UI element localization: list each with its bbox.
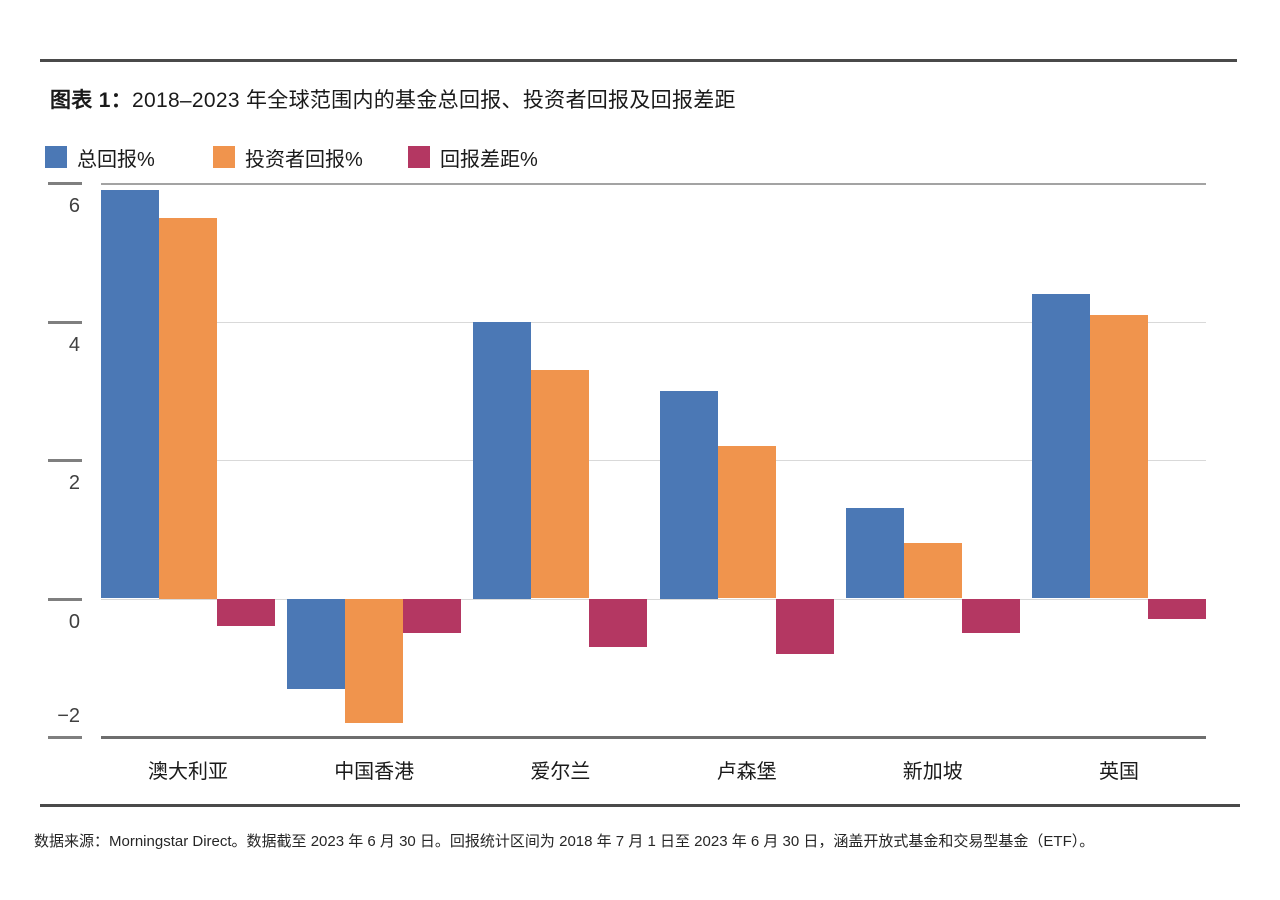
x-label-uk: 英国: [1099, 761, 1139, 783]
y-tick-label-0: 0: [68, 610, 80, 633]
bar-total-return-ireland: [473, 321, 532, 599]
bar-total-return-singapore: [845, 508, 904, 599]
bar-total-return-luxembourg: [659, 390, 718, 599]
x-label-luxembourg: 卢森堡: [716, 761, 777, 783]
y-tick-4: [48, 320, 82, 324]
bottom-rule: [40, 804, 1240, 807]
x-label-australia: 澳大利亚: [148, 761, 228, 783]
y-tick--2: [48, 736, 82, 739]
chart-title-text: 2018–2023 年全球范围内的基金总回报、投资者回报及回报差距: [132, 89, 736, 112]
gridline-y6: [101, 183, 1206, 185]
y-tick-label-2: 2: [68, 472, 80, 494]
gridline-y0: [101, 598, 1206, 600]
bar-total-return-uk: [1032, 293, 1090, 599]
bar-return-gap-luxembourg: [775, 598, 834, 654]
bar-investor-return-singapore: [903, 543, 962, 599]
bar-return-gap-uk: [1148, 598, 1206, 620]
x-label-hong-kong: 中国香港: [334, 761, 415, 783]
chart-title: 图表 1：2018–2023 年全球范围内的基金总回报、投资者回报及回报差距: [50, 84, 736, 114]
bar-total-return-australia: [101, 189, 159, 599]
chart-title-prefix: 图表 1：: [50, 89, 133, 112]
gridline-y4: [101, 321, 1206, 323]
bar-investor-return-luxembourg: [717, 446, 776, 599]
chart-legend: 总回报% 投资者回报% 回报差距%: [0, 145, 1280, 171]
bar-investor-return-australia: [159, 217, 217, 599]
legend-label-investor-return: 投资者回报%: [245, 148, 363, 171]
bar-investor-return-ireland: [531, 369, 590, 599]
bar-investor-return-uk: [1090, 314, 1148, 599]
y-tick-6: [48, 182, 82, 185]
bar-return-gap-australia: [217, 598, 275, 627]
y-tick-label-4: 4: [68, 333, 80, 356]
legend-swatch-return-gap: [408, 146, 430, 168]
bar-investor-return-hong-kong: [345, 598, 404, 724]
bar-return-gap-ireland: [589, 598, 648, 647]
x-label-ireland: 爱尔兰: [530, 761, 591, 783]
y-tick-2: [48, 459, 82, 462]
source-note: 数据来源：Morningstar Direct。数据截至 2023 年 6 月 …: [34, 833, 1095, 850]
x-label-singapore: 新加坡: [902, 761, 963, 783]
legend-item-investor-return: 投资者回报%: [213, 145, 363, 171]
bar-total-return-hong-kong: [287, 598, 346, 689]
y-tick-0: [48, 597, 82, 601]
bar-return-gap-hong-kong: [403, 598, 462, 634]
y-tick-label--2: −2: [57, 705, 80, 727]
legend-swatch-investor-return: [213, 146, 235, 168]
y-tick-label-6: 6: [68, 195, 80, 217]
legend-item-return-gap: 回报差距%: [408, 145, 538, 171]
legend-label-return-gap: 回报差距%: [440, 148, 538, 171]
legend-item-total-return: 总回报%: [45, 145, 155, 171]
legend-swatch-total-return: [45, 146, 67, 168]
gridline-y2: [101, 460, 1206, 461]
top-rule: [40, 59, 1237, 62]
bar-return-gap-singapore: [961, 598, 1020, 634]
x-axis-line: [101, 736, 1206, 739]
legend-label-total-return: 总回报%: [77, 148, 155, 171]
